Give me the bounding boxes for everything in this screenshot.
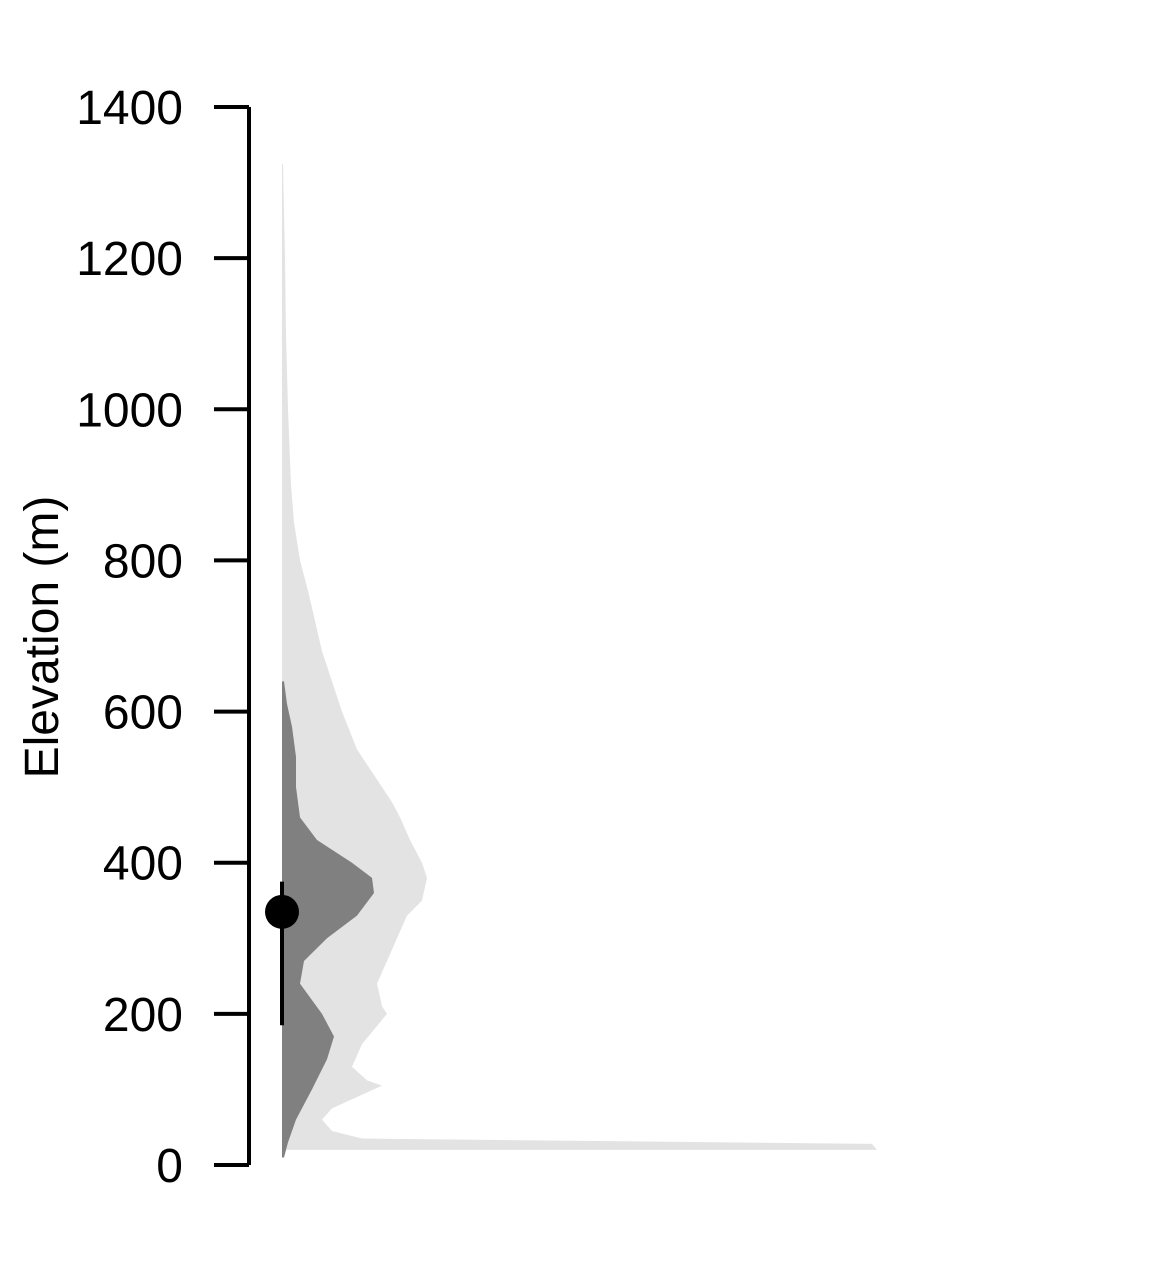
y-tick-label: 800 (103, 535, 183, 588)
series-layer (265, 163, 877, 1158)
y-tick-label: 1200 (76, 233, 183, 286)
y-tick-label: 0 (156, 1140, 183, 1193)
y-tick-label: 600 (103, 687, 183, 740)
density-area-dark (282, 681, 374, 1158)
y-axis: 0 200 400 600 800 1000 1200 1400 (76, 82, 251, 1193)
y-tick-label: 200 (103, 989, 183, 1042)
density-area-light (282, 163, 877, 1150)
y-axis-title: Elevation (m) (16, 496, 69, 779)
y-tick-label: 1000 (76, 384, 183, 437)
point-estimate (265, 894, 299, 929)
y-tick-label: 1400 (76, 82, 183, 135)
y-tick-label: 400 (103, 838, 183, 891)
